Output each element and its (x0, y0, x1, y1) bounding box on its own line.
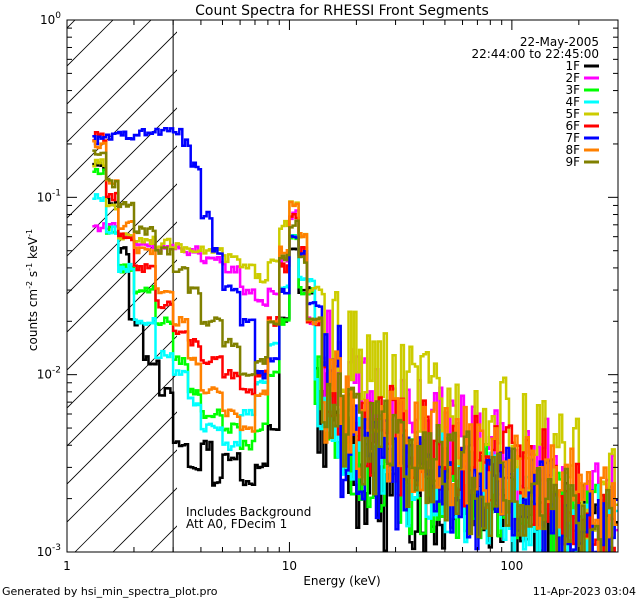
footer-generated-by: Generated by hsi_min_spectra_plot.pro (2, 585, 218, 598)
legend-label-1F: 1F (565, 59, 580, 73)
legend-label-6F: 6F (565, 119, 580, 133)
x-tick-labels: 1 10 100 (63, 559, 523, 573)
hatch-line (67, 221, 177, 333)
hatch-line (67, 411, 177, 523)
hatch-line (0, 0, 105, 552)
x-tick-label: 1 (63, 559, 71, 573)
hatched-energy-region (0, 0, 177, 552)
legend-label-5F: 5F (565, 107, 580, 121)
legend-label-3F: 3F (565, 83, 580, 97)
hatch-line (67, 69, 177, 181)
series-7F-line (92, 126, 618, 552)
hatch-line (67, 107, 177, 219)
date-label: 22-May-2005 (520, 35, 599, 49)
legend-label-8F: 8F (565, 143, 580, 157)
series-9F-line (92, 149, 614, 552)
series-lines (92, 126, 618, 552)
series-4F-line (92, 193, 618, 552)
y-tick-label: 100 (40, 11, 61, 27)
axis-ticks (66, 19, 619, 553)
y-tick-labels: 10-3 10-2 10-1 100 (37, 11, 62, 559)
hatch-line (74, 449, 177, 552)
x-axis-label: Energy (keV) (303, 574, 380, 588)
annotation-attenuator: Att A0, FDecim 1 (186, 517, 287, 531)
y-axis-label: counts cm-2 s-1 keV-1 (25, 229, 40, 351)
y-tick-label: 10-2 (37, 366, 61, 382)
legend-label-7F: 7F (565, 131, 580, 145)
series-8F-line (92, 140, 618, 552)
hatch-line (67, 373, 177, 485)
hatch-line (67, 20, 114, 67)
legend-label-4F: 4F (565, 95, 580, 109)
annotation-background: Includes Background (186, 505, 311, 519)
footer-timestamp: 11-Apr-2023 03:04 (533, 585, 636, 598)
legend-label-2F: 2F (565, 71, 580, 85)
hatch-line (67, 145, 177, 257)
hatch-line (67, 20, 152, 105)
y-tick-label: 10-1 (37, 188, 61, 204)
hatch-line (67, 20, 76, 29)
hatch-line (67, 31, 177, 143)
plot-frame (66, 19, 619, 553)
time-range-label: 22:44:00 to 22:45:00 (472, 47, 599, 61)
chart-title: Count Spectra for RHESSI Front Segments (195, 3, 489, 19)
x-tick-label: 100 (500, 559, 523, 573)
y-tick-label: 10-3 (37, 543, 61, 559)
hatch-line (67, 183, 177, 295)
legend-label-9F: 9F (565, 155, 580, 169)
x-tick-label: 10 (282, 559, 297, 573)
